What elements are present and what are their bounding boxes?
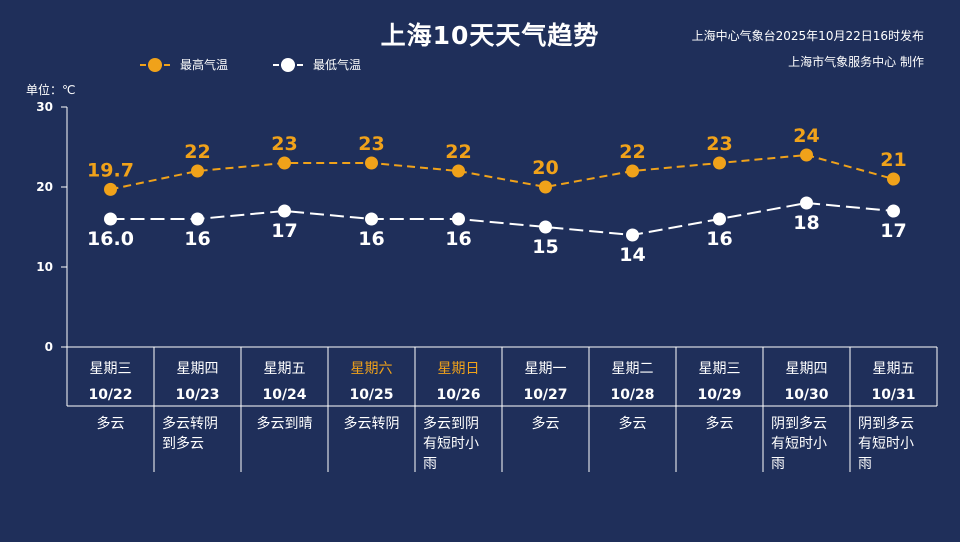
- date-label: 10/24: [262, 387, 306, 403]
- y-tick-label: 30: [36, 100, 53, 114]
- weather-description: 阴到多云: [858, 415, 914, 432]
- low-temp-line: [110, 201, 894, 237]
- producer-credit: 上海市气象服务中心 制作: [788, 55, 924, 69]
- weather-description: 雨: [423, 456, 437, 472]
- high-temp-label: 23: [706, 133, 732, 155]
- low-temp-point: [887, 204, 900, 218]
- date-label: 10/25: [349, 387, 393, 403]
- high-temp-point: [887, 172, 900, 186]
- low-temp-point: [452, 212, 465, 226]
- weather-description: 多云: [97, 415, 125, 432]
- low-temp-label: 15: [532, 236, 558, 258]
- high-temp-point: [104, 182, 117, 196]
- weekday-label: 星期三: [699, 361, 741, 377]
- weather-description: 多云: [706, 415, 734, 432]
- date-label: 10/29: [697, 387, 741, 403]
- weather-description: 阴到多云: [771, 415, 827, 432]
- low-temp-label: 18: [793, 212, 819, 234]
- legend-low-dot-icon: [281, 57, 295, 72]
- high-temp-label: 22: [184, 141, 210, 163]
- weekday-label: 星期五: [264, 361, 306, 377]
- low-temp-point: [800, 196, 813, 210]
- weekday-label: 星期三: [90, 361, 132, 377]
- high-temp-point: [452, 164, 465, 178]
- issue-source: 上海中心气象台2025年10月22日16时发布: [691, 29, 924, 43]
- y-tick-label: 20: [36, 180, 53, 194]
- low-temp-point: [104, 212, 117, 226]
- low-temp-label: 16.0: [87, 228, 134, 250]
- low-temp-label: 16: [445, 228, 471, 250]
- low-temp-point: [191, 212, 204, 226]
- low-temp-label: 17: [880, 220, 906, 242]
- date-label: 10/31: [871, 387, 915, 403]
- weather-description: 多云到阴: [423, 415, 479, 432]
- unit-label: 单位：℃: [26, 83, 76, 97]
- weekday-label: 星期二: [612, 361, 654, 377]
- weather-description: 多云转阴: [344, 415, 400, 432]
- low-temp-point: [539, 220, 552, 234]
- chart-title: 上海10天天气趋势: [380, 21, 600, 50]
- date-label: 10/30: [784, 387, 828, 403]
- high-temp-label: 22: [619, 141, 645, 163]
- legend-low-label: 最低气温: [313, 58, 362, 72]
- low-temp-label: 17: [271, 220, 297, 242]
- weekday-label: 星期四: [786, 361, 828, 377]
- low-temp-point: [365, 212, 378, 226]
- low-temp-point: [626, 228, 639, 242]
- legend-high-dot-icon: [148, 57, 162, 72]
- high-temp-point: [800, 148, 813, 162]
- weather-description: 雨: [771, 456, 785, 472]
- high-temp-label: 22: [445, 141, 471, 163]
- low-temp-label: 14: [619, 244, 645, 266]
- low-temp-label: 16: [358, 228, 384, 250]
- weather-description: 多云: [532, 415, 560, 432]
- weather-description: 多云: [619, 415, 647, 432]
- legend-item-high: 最高气温: [140, 56, 228, 73]
- weekday-label: 星期一: [525, 361, 567, 377]
- legend-low-line-icon: [273, 57, 303, 72]
- high-temp-label: 21: [880, 149, 906, 171]
- weather-description: 多云到晴: [257, 415, 313, 432]
- legend-high-line-icon: [140, 57, 170, 72]
- legend-high-label: 最高气温: [180, 58, 229, 72]
- weekday-label: 星期日: [438, 361, 480, 377]
- low-temp-point: [278, 204, 291, 218]
- weather-description: 到多云: [162, 435, 204, 452]
- low-temp-label: 16: [706, 228, 732, 250]
- low-temp-label: 16: [184, 228, 210, 250]
- high-temp-point: [713, 156, 726, 170]
- high-temp-point: [539, 180, 552, 194]
- date-label: 10/26: [436, 387, 480, 403]
- high-temp-label: 24: [793, 125, 819, 147]
- legend-item-low: 最低气温: [273, 56, 361, 73]
- weekday-label: 星期六: [351, 361, 393, 377]
- high-temp-label: 20: [532, 157, 558, 179]
- high-temp-point: [191, 164, 204, 178]
- date-label: 10/23: [175, 387, 219, 403]
- weather-description: 多云转阴: [162, 415, 218, 432]
- high-temp-point: [626, 164, 639, 178]
- weather-description: 有短时小: [858, 436, 914, 452]
- weather-description: 有短时小: [771, 436, 827, 452]
- weekday-label: 星期四: [177, 361, 219, 377]
- low-temp-point: [713, 212, 726, 226]
- high-temp-label: 23: [271, 133, 297, 155]
- date-label: 10/28: [610, 387, 654, 403]
- weather-description: 雨: [858, 456, 872, 472]
- y-tick-label: 0: [45, 340, 53, 354]
- weekday-label: 星期五: [873, 361, 915, 377]
- date-label: 10/22: [88, 387, 132, 403]
- high-temp-label: 23: [358, 133, 384, 155]
- high-temp-point: [278, 156, 291, 170]
- y-tick-label: 10: [36, 260, 53, 274]
- high-temp-point: [365, 156, 378, 170]
- high-temp-line: [110, 153, 894, 191]
- date-label: 10/27: [523, 387, 567, 403]
- high-temp-label: 19.7: [87, 159, 134, 181]
- weather-description: 有短时小: [423, 436, 479, 452]
